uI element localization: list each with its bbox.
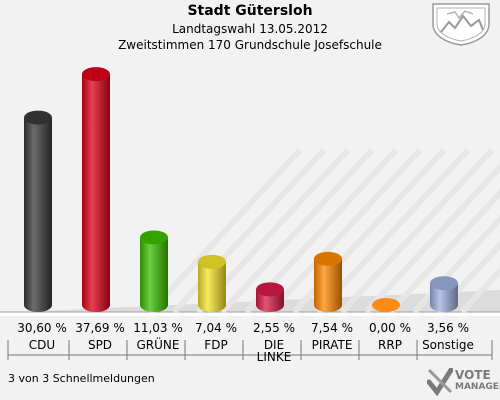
value-label-cdu: 30,60 % — [17, 321, 67, 335]
vote-manager-logo-icon — [427, 368, 453, 396]
value-label-rrp: 0,00 % — [369, 321, 411, 335]
bar-grüne — [140, 230, 168, 312]
bar-die-linke — [256, 282, 284, 312]
value-label-die-linke: 2,55 % — [253, 321, 295, 335]
background-stripe — [219, 147, 375, 315]
value-label-fdp: 7,04 % — [195, 321, 237, 335]
chart-title: Stadt Gütersloh — [187, 3, 313, 19]
background-stripe — [171, 147, 327, 315]
background-stripe — [363, 162, 500, 315]
bar-spd — [82, 67, 110, 313]
category-label-pirate: PIRATE — [312, 338, 353, 352]
coat-of-arms-icon — [432, 3, 490, 46]
background-stripe — [267, 147, 423, 315]
election-subtitle: Landtagswahl 13.05.2012 — [172, 22, 328, 36]
background-stripe — [459, 266, 500, 315]
bar-fdp — [198, 254, 226, 312]
vote-manager-logo: VOTE MANAGER — [427, 366, 500, 398]
bar-cdu — [24, 110, 52, 312]
district-subtitle: Zweitstimmen 170 Grundschule Josefschule — [118, 38, 382, 52]
category-label-spd: SPD — [88, 338, 112, 352]
category-label-sonstige: Sonstige — [422, 338, 474, 352]
brand-line2: MANAGER — [455, 382, 500, 392]
background-stripe — [435, 240, 500, 315]
bar-sonstige — [430, 276, 458, 312]
value-label-sonstige: 3,56 % — [427, 321, 469, 335]
background-stripe — [339, 147, 495, 315]
category-label-cdu: CDU — [29, 338, 55, 352]
background-stripe — [315, 147, 471, 315]
value-label-pirate: 7,54 % — [311, 321, 353, 335]
category-label-grüne: GRÜNE — [137, 336, 180, 352]
value-label-grüne: 11,03 % — [133, 321, 183, 335]
category-label-fdp: FDP — [204, 338, 227, 352]
background-stripe — [387, 188, 500, 315]
bar-rrp — [372, 298, 400, 312]
reporting-status: 3 von 3 Schnellmeldungen — [8, 372, 155, 385]
category-label-die-linke: DIE LINKE — [257, 338, 292, 364]
bar-pirate — [314, 251, 342, 312]
value-label-spd: 37,69 % — [75, 321, 125, 335]
category-label-rrp: RRP — [378, 338, 402, 352]
brand-line1: VOTE — [455, 368, 491, 382]
chart-floor-edge — [0, 312, 500, 316]
background-stripe — [147, 147, 303, 315]
